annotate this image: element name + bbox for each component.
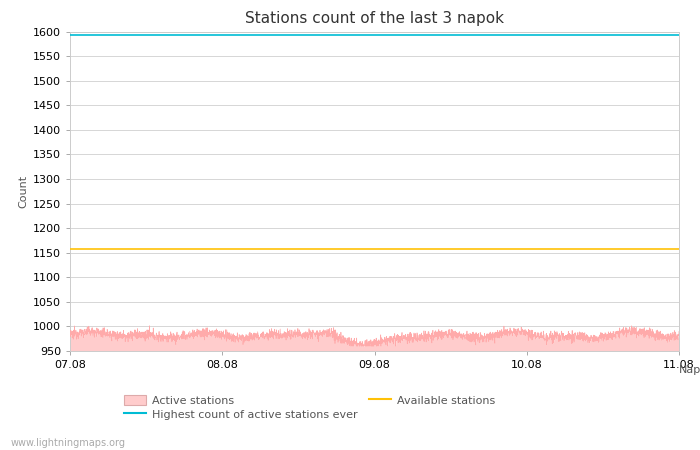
Y-axis label: Count: Count [19,175,29,208]
Text: www.lightningmaps.org: www.lightningmaps.org [10,438,125,448]
Legend: Active stations, Highest count of active stations ever, Available stations: Active stations, Highest count of active… [125,395,495,420]
Text: Nap: Nap [679,365,700,375]
Title: Stations count of the last 3 napok: Stations count of the last 3 napok [245,11,504,26]
